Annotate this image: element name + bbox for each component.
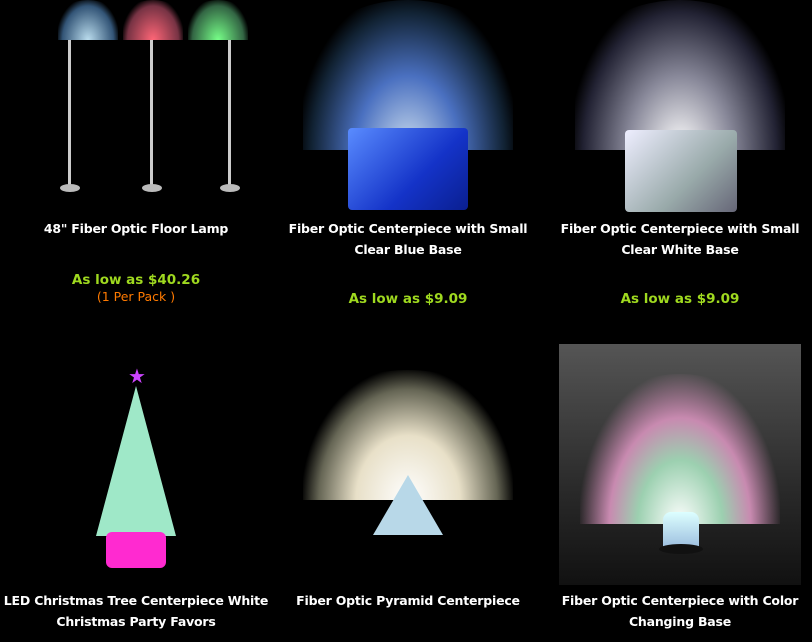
product-image-floor-lamp[interactable]	[16, 0, 256, 200]
product-image-blue-base[interactable]	[298, 0, 518, 213]
product-title[interactable]: Fiber Optic Centerpiece with Small Clear…	[560, 221, 800, 257]
star-icon: ★	[128, 364, 146, 388]
product-card[interactable]: ★ LED Christmas Tree Centerpiece White C…	[0, 340, 272, 642]
product-price: As low as $9.09	[620, 291, 740, 307]
product-title[interactable]: 48" Fiber Optic Floor Lamp	[43, 221, 229, 236]
product-price: As low as $40.26	[71, 272, 201, 288]
product-image-pyramid[interactable]	[298, 360, 518, 545]
product-card[interactable]: Fiber Optic Pyramid Centerpiece	[272, 340, 544, 642]
product-image-christmas-tree[interactable]: ★	[76, 364, 196, 574]
product-title[interactable]: Fiber Optic Pyramid Centerpiece	[296, 593, 520, 608]
product-title[interactable]: LED Christmas Tree Centerpiece White Chr…	[3, 593, 269, 629]
product-title[interactable]: Fiber Optic Centerpiece with Small Clear…	[288, 221, 528, 257]
product-card[interactable]: Fiber Optic Centerpiece with Small Clear…	[544, 0, 812, 310]
product-card[interactable]: Fiber Optic Centerpiece with Small Clear…	[272, 0, 544, 310]
product-price: As low as $9.09	[348, 291, 468, 307]
pack-size: (1 Per Pack )	[96, 289, 176, 304]
product-card[interactable]: Fiber Optic Centerpiece with Color Chang…	[544, 340, 812, 642]
product-card[interactable]: 48" Fiber Optic Floor Lamp As low as $40…	[0, 0, 272, 310]
product-title[interactable]: Fiber Optic Centerpiece with Color Chang…	[561, 593, 799, 629]
product-image-white-base[interactable]	[570, 0, 790, 213]
product-image-color-changing[interactable]	[559, 344, 801, 585]
